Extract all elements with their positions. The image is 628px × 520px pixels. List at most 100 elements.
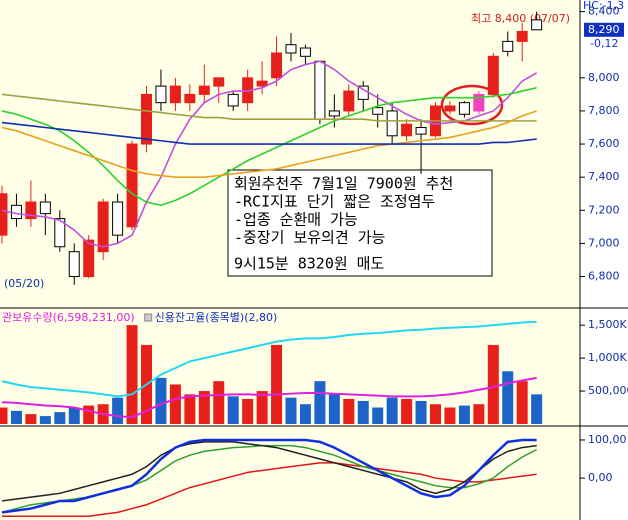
candle-body [401, 123, 413, 137]
note-line: -RCI지표 단기 짧은 조정염두 [234, 193, 435, 211]
y-tick-label: 8,000 [588, 71, 620, 84]
y-tick-label: 7,000 [588, 236, 620, 249]
series-line [1, 438, 537, 514]
candle-body [487, 55, 499, 95]
volume-bar [256, 391, 268, 424]
candle-body [458, 102, 470, 115]
volume-bar [502, 371, 514, 424]
series-line [1, 441, 537, 502]
volume-bar [401, 398, 413, 424]
candle-body [169, 85, 181, 104]
candle-body [531, 19, 543, 31]
candle-body [126, 143, 138, 228]
volume-bar [112, 397, 124, 424]
volume-bar [415, 400, 427, 424]
candle-body [299, 47, 311, 57]
candle-body [343, 90, 355, 112]
volume-bar [271, 344, 283, 424]
candle-body [227, 93, 239, 107]
volume-bar [54, 412, 66, 424]
candle-body [516, 30, 528, 42]
legend-swatch [144, 313, 153, 322]
volume-bar [169, 384, 181, 424]
volume-bar [444, 407, 456, 424]
candle-body [39, 201, 51, 215]
volume-bar [10, 410, 22, 424]
volume-bar [184, 394, 196, 424]
candle-body [314, 60, 326, 120]
candle-body [444, 105, 456, 112]
candle-body [25, 201, 37, 220]
volume-bar [198, 391, 210, 424]
candle-body [256, 80, 268, 87]
volume-bar [487, 344, 499, 424]
note-line: -업종 순환매 가능 [234, 211, 358, 229]
volume-bar [386, 397, 398, 424]
series-line [2, 462, 537, 517]
series-line [1, 60, 538, 248]
volume-bar [299, 404, 311, 424]
volume-bar [328, 394, 340, 424]
note-line: 9시15분 8320원 매도 [234, 255, 384, 273]
y-tick-label: 0,00 [588, 471, 613, 484]
volume-bar [126, 325, 138, 424]
volume-bar [343, 398, 355, 424]
volume-bar [25, 414, 37, 424]
candle-body [97, 201, 109, 253]
volume-bar [357, 400, 369, 424]
candle-body [141, 93, 152, 145]
candle-body [415, 127, 427, 135]
y-tick-label: 7,400 [588, 170, 620, 183]
y-tick-label: 100,00 [588, 433, 627, 446]
candle-body [184, 93, 196, 104]
note-line: 회원추천주 7월1일 7900원 추천 [234, 175, 453, 193]
volume-bar [227, 396, 239, 424]
volume-bar [0, 407, 8, 424]
volume-bar [430, 404, 441, 424]
candle-body [83, 239, 95, 278]
candle-body [328, 110, 340, 117]
candle-body [213, 77, 225, 87]
volume-bar [83, 405, 95, 424]
candle-body [473, 93, 485, 112]
header: HC:-1,3 [583, 0, 624, 12]
candle-body [112, 201, 124, 236]
candle-body [386, 110, 398, 137]
candle-body [54, 218, 66, 248]
note-box [227, 169, 493, 277]
high-label: 최고 8,400 (07/07) [471, 12, 570, 25]
last-price-label: 8,290 [588, 23, 620, 36]
y-tick-label: 7,800 [588, 104, 620, 117]
highlight-ellipse [440, 84, 504, 126]
legend-entry: 신용잔고율(종목별)(2,80) [155, 311, 278, 324]
volume-bar [285, 397, 297, 424]
candle-body [155, 85, 167, 104]
legend-entry: 관보유수량(6,598,231,00) [2, 311, 135, 324]
volume-bar [39, 416, 51, 424]
volume-bar [372, 407, 384, 424]
series-line [1, 93, 537, 122]
lines-layer [1, 60, 538, 517]
volume-bar [314, 381, 326, 424]
candle-body [10, 204, 22, 220]
volume-bar [531, 394, 543, 424]
y-tick-label: 1,500K [588, 318, 627, 331]
series-line [1, 86, 537, 207]
last-price-box [584, 22, 624, 37]
low-label: (05/20) [4, 277, 44, 290]
volume-bar [68, 407, 80, 424]
candle-body [271, 52, 283, 79]
axis-background [580, 0, 628, 520]
volume-bar [155, 377, 167, 424]
series-line [1, 110, 537, 178]
y-tick-label: 6,800 [588, 270, 620, 283]
change-label: -0,12 [590, 37, 618, 50]
candle-body [285, 44, 297, 54]
volume-bar [516, 381, 528, 424]
candle-body [0, 193, 8, 236]
candle-body [372, 107, 384, 115]
volume-bar [473, 404, 485, 424]
candle-body [198, 85, 210, 95]
y-tick-label: 8,400 [588, 5, 620, 18]
